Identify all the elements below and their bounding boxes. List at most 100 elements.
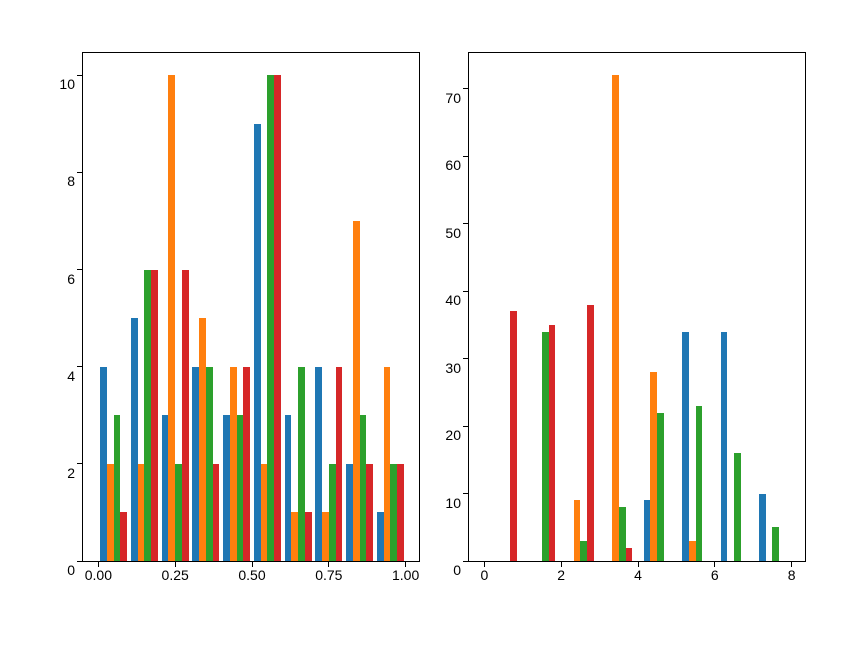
bar <box>223 415 230 561</box>
bar <box>689 541 696 561</box>
y-tick-label: 4 <box>67 368 75 384</box>
y-tick <box>463 358 469 359</box>
bar <box>144 270 151 561</box>
bar <box>336 367 343 561</box>
bar <box>650 372 657 561</box>
bar <box>644 500 651 561</box>
bar <box>734 453 741 561</box>
bar <box>549 325 556 561</box>
y-tick <box>77 75 83 76</box>
bar <box>322 512 329 561</box>
bar <box>384 367 391 561</box>
bar <box>114 415 121 561</box>
bar <box>100 367 107 561</box>
y-tick-label: 6 <box>67 271 75 287</box>
y-tick-label: 50 <box>445 225 461 241</box>
y-tick-label: 60 <box>445 157 461 173</box>
bar <box>168 75 175 561</box>
bar <box>199 318 206 561</box>
figure: { "figure": { "width_px": 867, "height_p… <box>0 0 867 646</box>
bar <box>138 464 145 561</box>
bar <box>759 494 766 561</box>
y-tick <box>463 561 469 562</box>
y-tick <box>77 463 83 464</box>
chart-panel-right: 01020304050607002468 <box>468 52 806 562</box>
bar <box>366 464 373 561</box>
bar <box>285 415 292 561</box>
x-tick-label: 0.50 <box>238 567 265 583</box>
plot-area: 01020304050607002468 <box>468 52 806 562</box>
bar <box>131 318 138 561</box>
bar <box>626 548 633 561</box>
bar <box>721 332 728 561</box>
bar <box>377 512 384 561</box>
bar <box>360 415 367 561</box>
bar <box>120 512 127 561</box>
bar <box>182 270 189 561</box>
bar <box>510 311 517 561</box>
bar <box>213 464 220 561</box>
y-tick-label: 10 <box>445 495 461 511</box>
y-tick-label: 70 <box>445 90 461 106</box>
bar <box>243 367 250 561</box>
y-tick-label: 8 <box>67 173 75 189</box>
y-tick-label: 20 <box>445 427 461 443</box>
y-tick-label: 0 <box>453 562 461 578</box>
bar <box>612 75 619 561</box>
y-tick-label: 2 <box>67 465 75 481</box>
bar <box>353 221 360 561</box>
bar <box>267 75 274 561</box>
x-tick-label: 6 <box>711 567 719 583</box>
x-tick-label: 8 <box>788 567 796 583</box>
bar <box>542 332 549 561</box>
bar <box>587 305 594 561</box>
y-tick <box>463 426 469 427</box>
y-tick-label: 10 <box>59 76 75 92</box>
x-tick-label: 4 <box>634 567 642 583</box>
x-tick-label: 0 <box>480 567 488 583</box>
y-tick <box>463 291 469 292</box>
y-tick-label: 40 <box>445 292 461 308</box>
y-tick <box>77 366 83 367</box>
y-tick-label: 30 <box>445 360 461 376</box>
y-tick <box>77 172 83 173</box>
bar <box>397 464 404 561</box>
bar <box>657 413 664 561</box>
bar <box>151 270 158 561</box>
bar <box>274 75 281 561</box>
x-tick-label: 0.25 <box>162 567 189 583</box>
bar <box>682 332 689 561</box>
y-tick <box>463 88 469 89</box>
bar <box>772 527 779 561</box>
y-tick-label: 0 <box>67 562 75 578</box>
bar <box>230 367 237 561</box>
bar <box>261 464 268 561</box>
bar <box>291 512 298 561</box>
bar <box>619 507 626 561</box>
bar <box>254 124 261 561</box>
bar <box>329 464 336 561</box>
bar <box>346 464 353 561</box>
bar <box>206 367 213 561</box>
x-tick-label: 0.00 <box>85 567 112 583</box>
bar <box>305 512 312 561</box>
bar <box>315 367 322 561</box>
bar <box>696 406 703 561</box>
bar <box>107 464 114 561</box>
y-tick <box>463 156 469 157</box>
bar <box>390 464 397 561</box>
y-tick <box>463 223 469 224</box>
y-tick <box>77 269 83 270</box>
x-tick-label: 1.00 <box>392 567 419 583</box>
x-tick-label: 0.75 <box>315 567 342 583</box>
bar <box>192 367 199 561</box>
y-tick <box>77 561 83 562</box>
bar <box>175 464 182 561</box>
bar <box>574 500 581 561</box>
x-tick-label: 2 <box>557 567 565 583</box>
bar <box>580 541 587 561</box>
bar <box>298 367 305 561</box>
bar <box>162 415 169 561</box>
y-tick <box>463 493 469 494</box>
chart-panel-left: 02468100.000.250.500.751.00 <box>82 52 420 562</box>
